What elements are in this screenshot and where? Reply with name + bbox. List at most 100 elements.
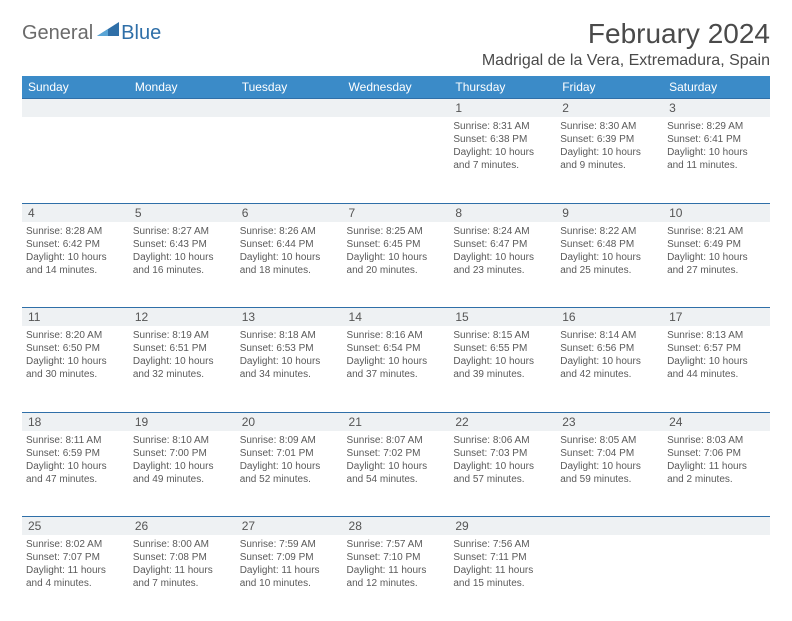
- day-number-cell: 22: [449, 412, 556, 431]
- day-cell: Sunrise: 7:56 AMSunset: 7:11 PMDaylight:…: [449, 535, 556, 621]
- logo: General Blue: [22, 18, 161, 45]
- day-number-cell: [129, 99, 236, 118]
- sunrise-text: Sunrise: 8:21 AM: [667, 225, 766, 238]
- day-number-cell: [236, 99, 343, 118]
- day-cell: [22, 117, 129, 203]
- day-cell: Sunrise: 8:11 AMSunset: 6:59 PMDaylight:…: [22, 431, 129, 517]
- day-number: 29: [455, 519, 468, 533]
- sunset-text: Sunset: 6:49 PM: [667, 238, 766, 251]
- dl1-text: Daylight: 10 hours: [560, 460, 659, 473]
- dl2-text: and 52 minutes.: [240, 473, 339, 486]
- day-cell: [343, 117, 450, 203]
- sunset-text: Sunset: 6:43 PM: [133, 238, 232, 251]
- dl1-text: Daylight: 10 hours: [26, 251, 125, 264]
- dl2-text: and 27 minutes.: [667, 264, 766, 277]
- sunrise-text: Sunrise: 8:28 AM: [26, 225, 125, 238]
- day-number: 12: [135, 310, 148, 324]
- dl2-text: and 10 minutes.: [240, 577, 339, 590]
- day-header: Saturday: [663, 76, 770, 99]
- day-number-cell: 3: [663, 99, 770, 118]
- dl1-text: Daylight: 11 hours: [133, 564, 232, 577]
- sunset-text: Sunset: 6:56 PM: [560, 342, 659, 355]
- day-header: Wednesday: [343, 76, 450, 99]
- day-number-cell: 18: [22, 412, 129, 431]
- sunrise-text: Sunrise: 8:05 AM: [560, 434, 659, 447]
- day-number-cell: 25: [22, 517, 129, 536]
- sunrise-text: Sunrise: 8:13 AM: [667, 329, 766, 342]
- day-number-cell: 27: [236, 517, 343, 536]
- sunset-text: Sunset: 7:04 PM: [560, 447, 659, 460]
- day-number: 23: [562, 415, 575, 429]
- day-number: 10: [669, 206, 682, 220]
- day-cell: Sunrise: 8:14 AMSunset: 6:56 PMDaylight:…: [556, 326, 663, 412]
- day-cell: Sunrise: 8:10 AMSunset: 7:00 PMDaylight:…: [129, 431, 236, 517]
- dl1-text: Daylight: 10 hours: [560, 355, 659, 368]
- day-header: Friday: [556, 76, 663, 99]
- day-cell: [663, 535, 770, 621]
- dl1-text: Daylight: 10 hours: [240, 355, 339, 368]
- sunrise-text: Sunrise: 7:59 AM: [240, 538, 339, 551]
- day-number: 8: [455, 206, 462, 220]
- day-number: 22: [455, 415, 468, 429]
- day-cell: Sunrise: 8:13 AMSunset: 6:57 PMDaylight:…: [663, 326, 770, 412]
- day-cell: Sunrise: 8:19 AMSunset: 6:51 PMDaylight:…: [129, 326, 236, 412]
- sunset-text: Sunset: 6:57 PM: [667, 342, 766, 355]
- dl1-text: Daylight: 10 hours: [347, 251, 446, 264]
- week-info-row: Sunrise: 8:11 AMSunset: 6:59 PMDaylight:…: [22, 431, 770, 517]
- day-cell: Sunrise: 8:29 AMSunset: 6:41 PMDaylight:…: [663, 117, 770, 203]
- day-number-cell: 16: [556, 308, 663, 327]
- week-info-row: Sunrise: 8:20 AMSunset: 6:50 PMDaylight:…: [22, 326, 770, 412]
- dl2-text: and 20 minutes.: [347, 264, 446, 277]
- header: General Blue February 2024 Madrigal de l…: [22, 18, 770, 70]
- dl2-text: and 49 minutes.: [133, 473, 232, 486]
- day-header: Thursday: [449, 76, 556, 99]
- sunset-text: Sunset: 6:51 PM: [133, 342, 232, 355]
- sunrise-text: Sunrise: 8:09 AM: [240, 434, 339, 447]
- week-info-row: Sunrise: 8:31 AMSunset: 6:38 PMDaylight:…: [22, 117, 770, 203]
- day-number-cell: 1: [449, 99, 556, 118]
- day-cell: Sunrise: 8:26 AMSunset: 6:44 PMDaylight:…: [236, 222, 343, 308]
- day-number: 21: [349, 415, 362, 429]
- week-info-row: Sunrise: 8:02 AMSunset: 7:07 PM Daylight:…: [22, 535, 770, 621]
- dl1-text: Daylight: 10 hours: [667, 355, 766, 368]
- calendar-table: Sunday Monday Tuesday Wednesday Thursday…: [22, 76, 770, 621]
- sunrise-text: Sunrise: 8:06 AM: [453, 434, 552, 447]
- sunrise-text: Sunrise: 8:02 AM: [26, 538, 125, 551]
- sunrise-text: Sunrise: 8:10 AM: [133, 434, 232, 447]
- dl2-text: and 32 minutes.: [133, 368, 232, 381]
- sunrise-text: Sunrise: 8:07 AM: [347, 434, 446, 447]
- dl1-text: Daylight: 10 hours: [667, 251, 766, 264]
- dl2-text: and 14 minutes.: [26, 264, 125, 277]
- week-info-row: Sunrise: 8:28 AMSunset: 6:42 PMDaylight:…: [22, 222, 770, 308]
- sunrise-text: Sunrise: 8:14 AM: [560, 329, 659, 342]
- sunrise-text: Sunrise: 8:18 AM: [240, 329, 339, 342]
- sunset-text: Sunset: 7:00 PM: [133, 447, 232, 460]
- day-number-cell: 8: [449, 203, 556, 222]
- day-cell: Sunrise: 8:30 AMSunset: 6:39 PMDaylight:…: [556, 117, 663, 203]
- day-number-cell: 9: [556, 203, 663, 222]
- day-cell: Sunrise: 8:06 AMSunset: 7:03 PMDaylight:…: [449, 431, 556, 517]
- sunrise-text: Sunrise: 8:16 AM: [347, 329, 446, 342]
- day-number: 15: [455, 310, 468, 324]
- dl1-text: Daylight: 10 hours: [453, 460, 552, 473]
- sunrise-text: Sunrise: 7:57 AM: [347, 538, 446, 551]
- sunset-text: Sunset: 7:09 PM: [240, 551, 339, 564]
- sunrise-text: Sunrise: 8:31 AM: [453, 120, 552, 133]
- day-cell: Sunrise: 7:57 AMSunset: 7:10 PMDaylight:…: [343, 535, 450, 621]
- day-cell: Sunrise: 8:16 AMSunset: 6:54 PMDaylight:…: [343, 326, 450, 412]
- sunrise-text: Sunrise: 8:29 AM: [667, 120, 766, 133]
- day-number: 13: [242, 310, 255, 324]
- day-cell: [556, 535, 663, 621]
- dl1-text: Daylight: 11 hours: [453, 564, 552, 577]
- logo-triangle-icon: [97, 22, 119, 36]
- dl2-text: and 25 minutes.: [560, 264, 659, 277]
- day-number-cell: 7: [343, 203, 450, 222]
- day-cell: Sunrise: 8:21 AMSunset: 6:49 PMDaylight:…: [663, 222, 770, 308]
- sunset-text: Sunset: 6:54 PM: [347, 342, 446, 355]
- day-cell: Sunrise: 8:27 AMSunset: 6:43 PMDaylight:…: [129, 222, 236, 308]
- day-number-cell: 28: [343, 517, 450, 536]
- dl2-text: and 47 minutes.: [26, 473, 125, 486]
- day-number: 14: [349, 310, 362, 324]
- sunset-text: Sunset: 7:07 PM: [26, 551, 125, 564]
- day-number: 11: [28, 310, 40, 324]
